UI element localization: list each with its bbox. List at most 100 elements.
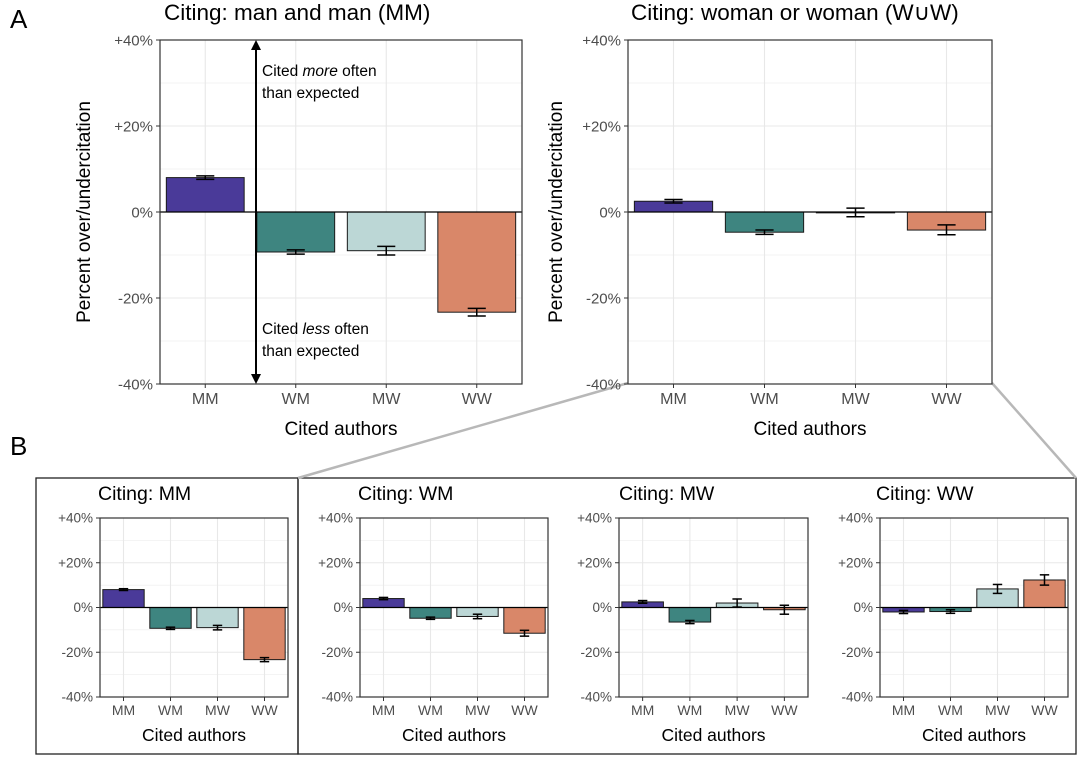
error-bar-mm [196, 175, 215, 181]
chart-a-wuw: +40% +20% 0% -20% -40% MM WM MW WW Citing: woman … [546, 0, 993, 440]
annotation-less-prefix: Cited [262, 321, 303, 338]
y-tick-label: +20% [577, 555, 612, 570]
bar-mm [102, 589, 145, 608]
x-tick-label: MW [205, 702, 231, 718]
y-tick-label: +20% [582, 118, 621, 135]
bar-mw [196, 607, 239, 629]
chart-title: Citing: woman or woman (W∪W) [631, 0, 959, 25]
y-tick-label: -20% [61, 645, 93, 660]
y-tick-label: +40% [577, 511, 612, 526]
error-bar-mw [732, 598, 742, 608]
annotation-less-line1: Cited less often [262, 321, 369, 338]
error-bar-mm [898, 609, 909, 615]
y-tick-label: 0% [599, 204, 621, 221]
x-axis-label: Cited authors [922, 725, 1026, 745]
error-bar-wm [685, 619, 695, 625]
error-bar-ww [937, 224, 956, 236]
panel-label-a: A [10, 4, 28, 34]
y-tick-label: -20% [580, 645, 612, 660]
x-tick-label: WW [931, 391, 962, 408]
y-tick-label: -40% [586, 376, 621, 393]
chart-b-ww: +40% +20% 0% -20% -40% MM WM MW WW Citing: WW Cite… [838, 483, 1069, 745]
error-bar-mw [377, 245, 396, 256]
bar-mw [346, 211, 426, 252]
x-tick-label: WW [462, 391, 493, 408]
chart-title: Citing: MM [98, 483, 191, 505]
x-tick-label: WM [938, 702, 963, 718]
y-axis-label: Percent over/undercitation [74, 101, 95, 323]
x-tick-label: WW [771, 702, 798, 718]
x-tick-label: MW [841, 391, 870, 408]
y-tick-label: +40% [318, 511, 353, 526]
x-tick-label: MM [631, 702, 654, 718]
x-tick-label: WM [418, 702, 443, 718]
x-tick-label: MW [465, 702, 491, 718]
error-bar-wm [945, 608, 956, 615]
bar-wm [149, 607, 192, 629]
annotation-less-suffix: often [330, 321, 369, 338]
x-tick-label: MM [892, 702, 915, 718]
error-bar-ww [779, 604, 790, 615]
bar-ww [243, 607, 286, 661]
zoom-connector-right [991, 382, 1077, 479]
error-bar-mw [846, 207, 865, 218]
annotation-arrow-head-down [251, 374, 261, 384]
error-bar-mw [212, 624, 223, 631]
bar-ww [437, 211, 517, 313]
y-tick-label: 0% [592, 600, 612, 615]
y-tick-label: 0% [853, 600, 873, 615]
x-tick-label: WM [677, 702, 702, 718]
y-tick-label: 0% [73, 600, 93, 615]
x-tick-label: MM [372, 702, 395, 718]
y-axis-label: Percent over/undercitation [546, 101, 567, 323]
x-axis-label: Cited authors [402, 725, 506, 745]
chart-b-mm: +40% +20% 0% -20% -40% MM WM MW WW Citing: MM Cite… [58, 483, 289, 745]
annotation-less-line2: than expected [262, 343, 359, 360]
y-tick-label: +20% [114, 118, 153, 135]
x-axis-label: Cited authors [284, 419, 397, 440]
x-axis-label: Cited authors [142, 725, 246, 745]
y-tick-label: +40% [582, 32, 621, 49]
error-bar-ww [1039, 574, 1050, 586]
panel-b-frame-right [297, 477, 1077, 755]
annotation-more-suffix: often [338, 63, 377, 80]
y-tick-label: -40% [841, 690, 873, 705]
y-tick-label: +40% [114, 32, 153, 49]
bar-wm [256, 211, 336, 253]
error-bar-ww [259, 656, 270, 663]
annotation-more-prefix: Cited [262, 63, 303, 80]
x-tick-label: MM [192, 391, 219, 408]
y-tick-label: -20% [321, 645, 353, 660]
bar-ww [503, 607, 546, 634]
panel-label-b: B [10, 431, 27, 461]
error-bar-mm [378, 596, 389, 601]
x-tick-label: WW [511, 702, 538, 718]
x-tick-label: MW [372, 391, 401, 408]
chart-title: Citing: MW [619, 483, 715, 505]
y-tick-label: -40% [321, 690, 353, 705]
y-tick-label: -40% [118, 376, 153, 393]
y-tick-label: -20% [841, 645, 873, 660]
y-tick-label: -40% [580, 690, 612, 705]
error-bar-wm [165, 626, 176, 631]
x-tick-label: WW [1031, 702, 1058, 718]
x-tick-label: WM [750, 391, 778, 408]
chart-title: Citing: WM [358, 483, 453, 505]
y-tick-label: +20% [838, 555, 873, 570]
annotation-more-line2: than expected [262, 85, 359, 102]
error-bar-ww [519, 629, 530, 637]
charts-layer: +40% +20% 0% -20% -40% MM WM MW WW Citing: man an… [58, 0, 1069, 745]
y-tick-label: -20% [118, 290, 153, 307]
error-bar-mm [637, 599, 648, 604]
annotation-arrow-head-up [251, 40, 261, 50]
annotation-less-emphasis: less [303, 321, 331, 338]
zoom-connector-left [297, 381, 629, 480]
y-tick-label: +40% [838, 511, 873, 526]
error-bar-mw [472, 613, 483, 620]
chart-title: Citing: man and man (MM) [164, 0, 430, 25]
bar-mm [165, 177, 245, 213]
annotation-layer: Cited more often than expected Cited less … [251, 40, 377, 384]
y-tick-label: -20% [586, 290, 621, 307]
error-bar-wm [425, 616, 436, 621]
